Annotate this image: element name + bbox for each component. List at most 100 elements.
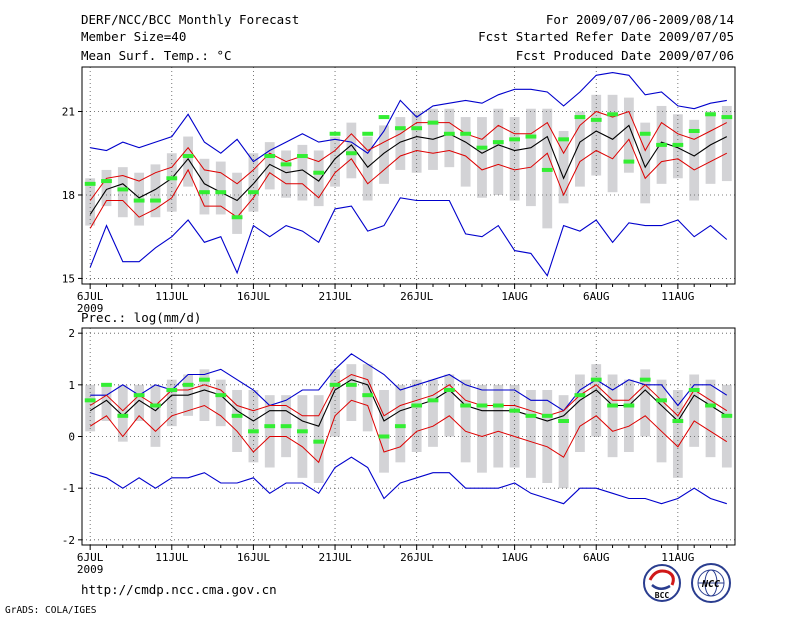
produced-date-label: Fcst Produced Date 2009/07/06 (516, 48, 734, 63)
temp-spread-box (575, 111, 585, 187)
temp-obs-mark (476, 145, 488, 150)
temp-obs-mark (525, 134, 537, 139)
member-size-label: Member Size=40 (81, 29, 186, 44)
temp-spread-box (281, 150, 291, 198)
prec-obs-mark (231, 413, 243, 418)
temp-spread-box (379, 125, 389, 184)
temp-obs-mark (688, 128, 700, 133)
prec-spread-box (248, 390, 259, 463)
prec-ytick-label: -1 (62, 482, 75, 495)
prec-spread-box (199, 369, 210, 421)
prec-obs-mark (362, 393, 374, 398)
prec-xtick-label: 11AUG (661, 551, 694, 564)
prec-obs-mark (721, 413, 733, 418)
prec-spread-box (689, 374, 700, 447)
temp-spread-box (101, 169, 112, 207)
temp-ytick-label: 21 (62, 106, 75, 119)
prec-spread-box (640, 369, 651, 437)
prec-ytick-label: 1 (68, 379, 75, 392)
prec-spread-box (362, 364, 373, 432)
prec-spread-box (395, 384, 406, 463)
temp-obs-mark (231, 215, 243, 220)
prec-obs-mark (150, 403, 161, 408)
prec-xtick-label: 16JUL (237, 551, 270, 564)
temperature-variable-label: Mean Surf. Temp.: °C (81, 48, 232, 63)
bcc-logo-text: BCC (655, 591, 670, 600)
prec-spread-box (656, 379, 667, 463)
ncc-logo: NCC (691, 563, 731, 603)
prec-obs-mark (590, 377, 602, 382)
temp-xtick-label: 6AUG (583, 290, 610, 303)
prec-obs-mark (574, 393, 586, 398)
chart-title: DERF/NCC/BCC Monthly Forecast (81, 12, 299, 27)
temperature-panel: 15 18 21 6JUL 11JUL 16JUL 21JUL 26JUL 1AUG 6AUG 11… (62, 66, 736, 315)
temp-spread-box (297, 144, 308, 201)
temp-spread-box (640, 122, 651, 204)
prec-spread-box (215, 379, 226, 427)
temp-xtick-label: 11JUL (155, 290, 188, 303)
prec-spread-box (575, 374, 585, 452)
prec-spread-box (672, 390, 683, 478)
temp-obs-mark (362, 131, 374, 136)
prec-year-label: 2009 (77, 563, 104, 576)
temp-spread-box (509, 117, 520, 201)
prec-mean-minus-sd-line (89, 399, 728, 464)
prec-ytick-label: 2 (68, 327, 75, 340)
temp-spread-box (166, 153, 177, 212)
temp-obs-mark (607, 112, 618, 117)
temp-spread-box (623, 97, 634, 173)
temp-spread-box (477, 117, 487, 198)
temp-spread-box (150, 164, 161, 218)
temp-spread-box (395, 117, 406, 170)
prec-spread-box (477, 384, 487, 473)
prec-obs-mark (215, 393, 227, 398)
prec-obs-mark (166, 388, 178, 392)
prec-mean-line (89, 379, 728, 427)
temp-mean-minus-sd-line (89, 138, 728, 229)
prec-spread-box (150, 384, 161, 447)
prec-obs-mark (248, 429, 259, 434)
prec-spread-box (542, 390, 553, 483)
temp-obs-mark (721, 115, 733, 120)
prec-obs-mark (297, 429, 308, 434)
temp-spread-box (460, 117, 471, 187)
prec-spread-box (509, 384, 520, 468)
temp-spread-box (199, 158, 210, 215)
prec-spread-box (428, 379, 438, 447)
temp-spread-box (493, 108, 504, 195)
temp-xtick-label: 26JUL (400, 290, 433, 303)
prec-spread-box (346, 364, 357, 421)
temp-obs-mark (280, 162, 292, 167)
temp-spread-box (411, 111, 422, 173)
temp-obs-mark (492, 140, 504, 145)
started-refer-date-label: Fcst Started Refer Date 2009/07/05 (478, 29, 734, 44)
temp-frame (81, 66, 736, 285)
prec-spread-box (705, 379, 716, 458)
prec-obs-mark (345, 382, 357, 387)
temp-ytick-label: 18 (62, 189, 75, 202)
temp-xtick-label: 21JUL (318, 290, 351, 303)
prec-spread-box (607, 374, 618, 458)
prec-obs-mark (394, 424, 406, 429)
temp-spread-box (215, 161, 226, 215)
prec-spread-box (313, 395, 324, 483)
prec-obs-mark (427, 398, 439, 403)
temp-spread-box (558, 130, 569, 204)
temp-obs-mark (656, 142, 667, 147)
temp-obs-mark (443, 131, 455, 136)
temp-obs-mark (590, 117, 602, 122)
prec-spread-box (411, 379, 422, 452)
prec-xtick-label: 11JUL (155, 551, 188, 564)
temp-year-label: 2009 (77, 302, 104, 315)
website-url[interactable]: http://cmdp.ncc.cma.gov.cn (81, 582, 277, 597)
prec-obs-mark (313, 439, 325, 444)
prec-spread-box (460, 379, 471, 463)
temp-spread-box (313, 150, 324, 207)
temp-spread-box (117, 167, 128, 218)
prec-spread-box (558, 395, 569, 489)
temp-obs-mark (150, 198, 161, 203)
prec-spread-box (721, 384, 732, 468)
temp-spread-box (330, 136, 340, 187)
temp-plot-area (82, 67, 735, 284)
prec-spread-box (330, 369, 340, 437)
